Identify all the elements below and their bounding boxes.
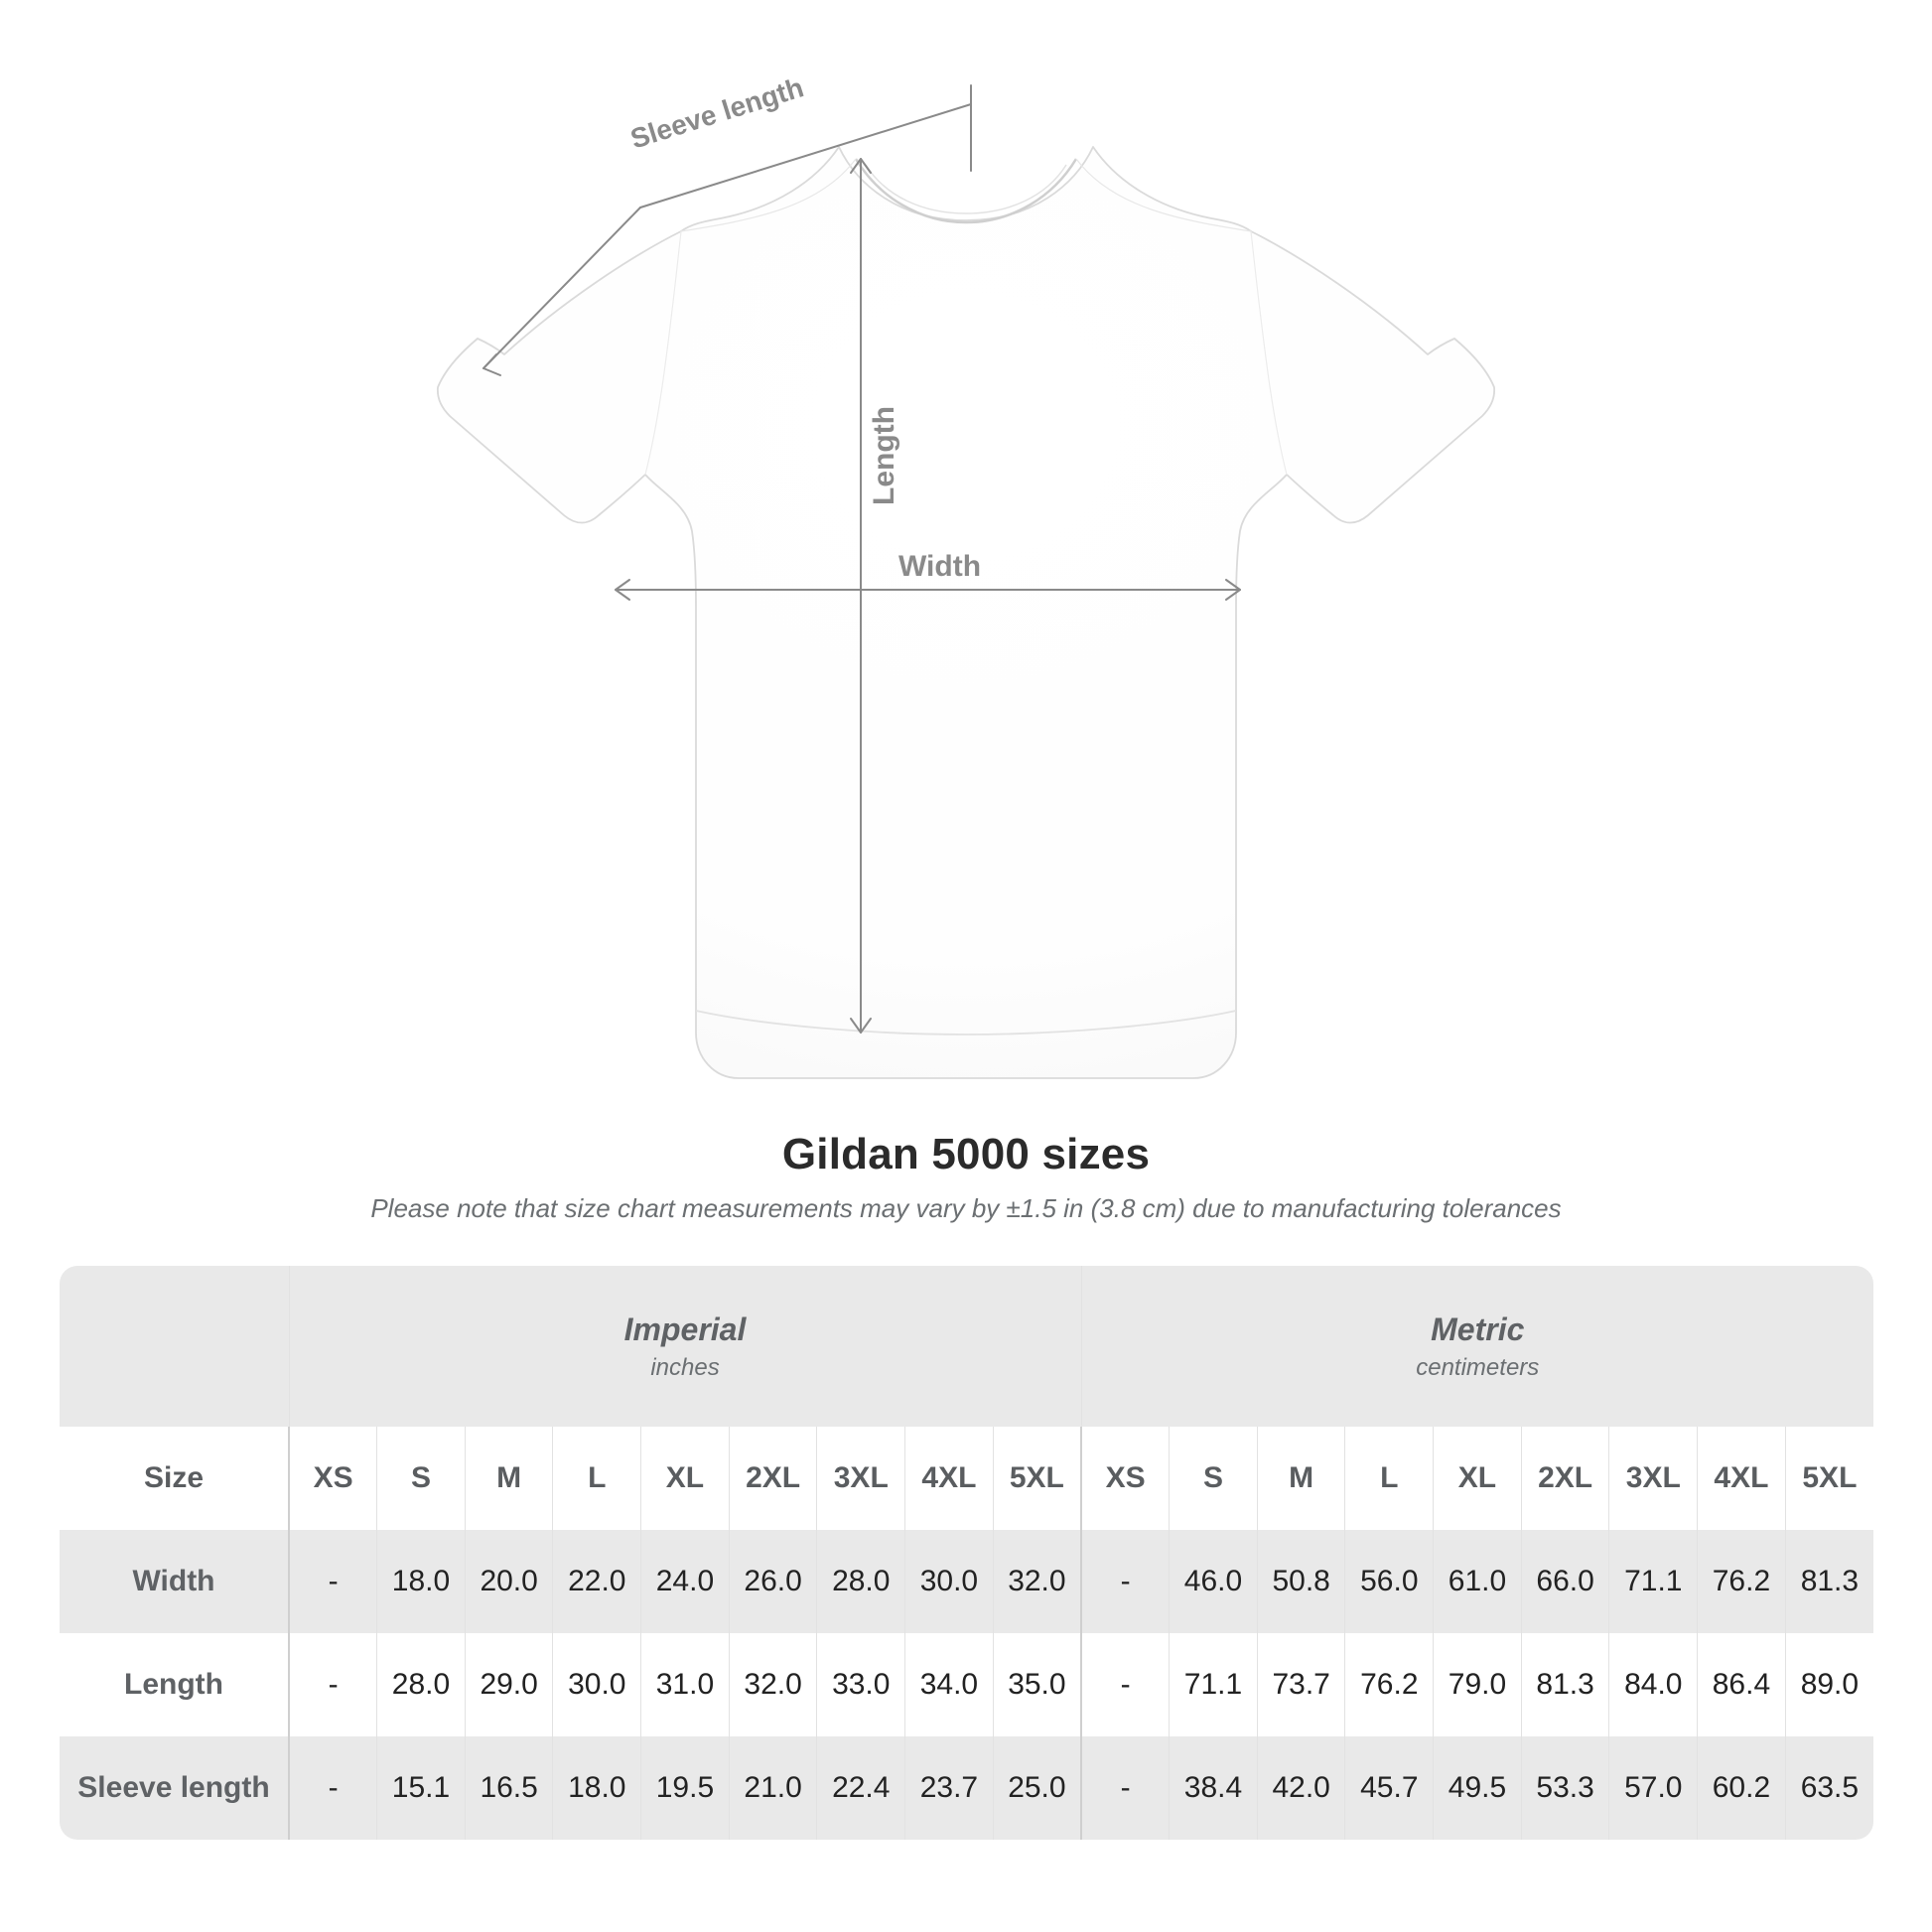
svg-text:Length: Length — [868, 406, 900, 505]
svg-text:Width: Width — [898, 550, 981, 583]
svg-text:Sleeve length: Sleeve length — [626, 71, 807, 154]
